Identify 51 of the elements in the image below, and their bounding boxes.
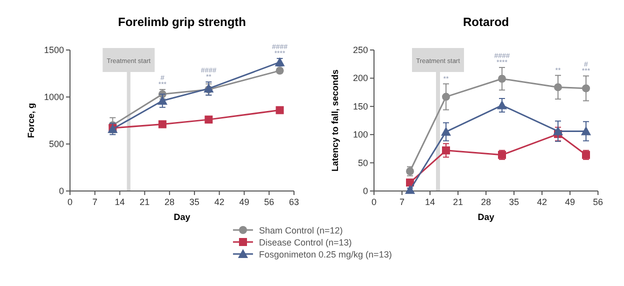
x-tick-label: 7 [92, 197, 98, 207]
y-tick-label: 50 [358, 158, 368, 168]
x-axis-title: Day [174, 212, 190, 222]
x-tick-label: 42 [214, 197, 224, 207]
point [581, 126, 591, 136]
point [497, 100, 507, 110]
point [442, 146, 450, 154]
point [276, 106, 284, 114]
point [498, 74, 506, 83]
point [442, 92, 450, 101]
x-tick-label: 28 [480, 197, 492, 207]
point [554, 83, 562, 92]
x-axis-title: Day [478, 212, 494, 222]
y-tick-label: 100 [352, 130, 368, 140]
y-tick-label: 200 [352, 73, 368, 84]
x-tick-label: 56 [592, 197, 604, 207]
point [441, 126, 451, 136]
y-tick-label: 0 [58, 186, 64, 196]
x-tick-label: 56 [264, 197, 274, 207]
legend-label: Disease Control (n=13) [259, 238, 352, 248]
chart-title: Rotarod [463, 15, 509, 29]
x-tick-label: 35 [508, 197, 520, 207]
x-tick-label: 49 [564, 197, 576, 207]
x-tick-label: 7 [399, 197, 405, 207]
y-tick-label: 250 [352, 45, 368, 55]
legend-label: Sham Control (n=12) [259, 226, 343, 236]
x-tick-label: 0 [371, 197, 377, 207]
y-tick-label: 1500 [44, 45, 64, 55]
y-axis-title: Force, g [26, 102, 36, 138]
chart-title: Forelimb grip strength [118, 15, 246, 29]
y-tick-label: 1000 [44, 92, 64, 102]
x-tick-label: 35 [189, 197, 200, 207]
point [582, 84, 590, 92]
point [405, 184, 415, 194]
x-tick-label: 21 [452, 197, 464, 207]
point [553, 126, 563, 136]
point [204, 116, 213, 124]
y-tick-label: 0 [362, 186, 368, 196]
x-tick-label: 14 [114, 197, 125, 207]
x-tick-label: 49 [239, 197, 250, 207]
y-tick-label: 500 [48, 139, 64, 149]
point [158, 120, 166, 128]
x-tick-label: 14 [424, 197, 436, 207]
x-tick-label: 0 [67, 197, 73, 207]
y-tick-label: 150 [352, 101, 368, 112]
x-tick-label: 42 [536, 197, 548, 207]
x-tick-label: 21 [140, 197, 150, 207]
x-tick-label: 63 [288, 197, 300, 207]
x-tick-label: 28 [164, 197, 175, 207]
y-axis-title: Latency to fall, seconds [330, 69, 340, 172]
legend-label: Fosgonimeton 0.25 mg/kg (n=13) [259, 250, 392, 260]
